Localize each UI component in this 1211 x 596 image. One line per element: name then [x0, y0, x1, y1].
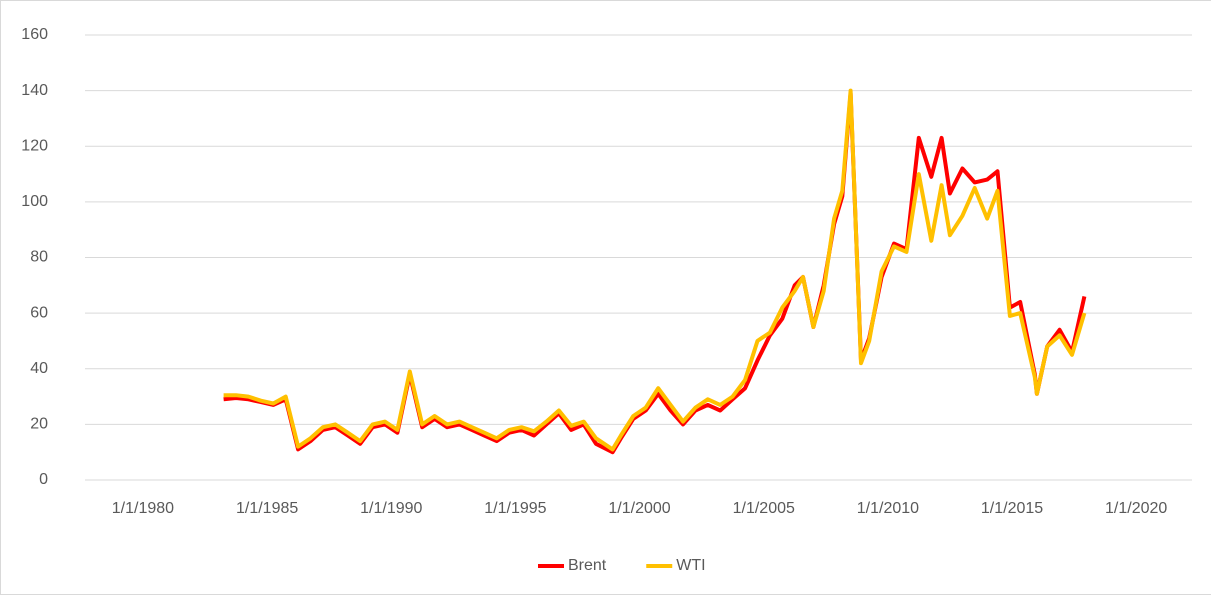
x-tick-label: 1/1/1980 [112, 500, 174, 517]
line-1 [223, 88, 1087, 452]
y-tick-label: 40 [30, 360, 48, 377]
x-tick-label: 1/1/2000 [608, 500, 670, 517]
x-tick-label: 1/1/2005 [733, 500, 795, 517]
y-tick-label: 20 [30, 416, 48, 433]
y-tick-label: 120 [21, 137, 48, 154]
line-0 [223, 91, 1087, 455]
x-tick-label: 1/1/1985 [236, 500, 298, 517]
legend-label: WTI [676, 557, 705, 574]
x-tick-label: 1/1/1990 [360, 500, 422, 517]
y-tick-label: 140 [21, 82, 48, 99]
x-tick-label: 1/1/1995 [484, 500, 546, 517]
x-tick-label: 1/1/2010 [857, 500, 919, 517]
y-tick-label: 80 [30, 249, 48, 266]
x-tick-label: 1/1/2020 [1105, 500, 1167, 517]
y-tick-label: 60 [30, 304, 48, 321]
y-tick-label: 160 [21, 26, 48, 43]
y-tick-label: 100 [21, 193, 48, 210]
legend-label: Brent [568, 557, 607, 574]
y-tick-label: 0 [39, 471, 48, 488]
x-tick-label: 1/1/2015 [981, 500, 1043, 517]
